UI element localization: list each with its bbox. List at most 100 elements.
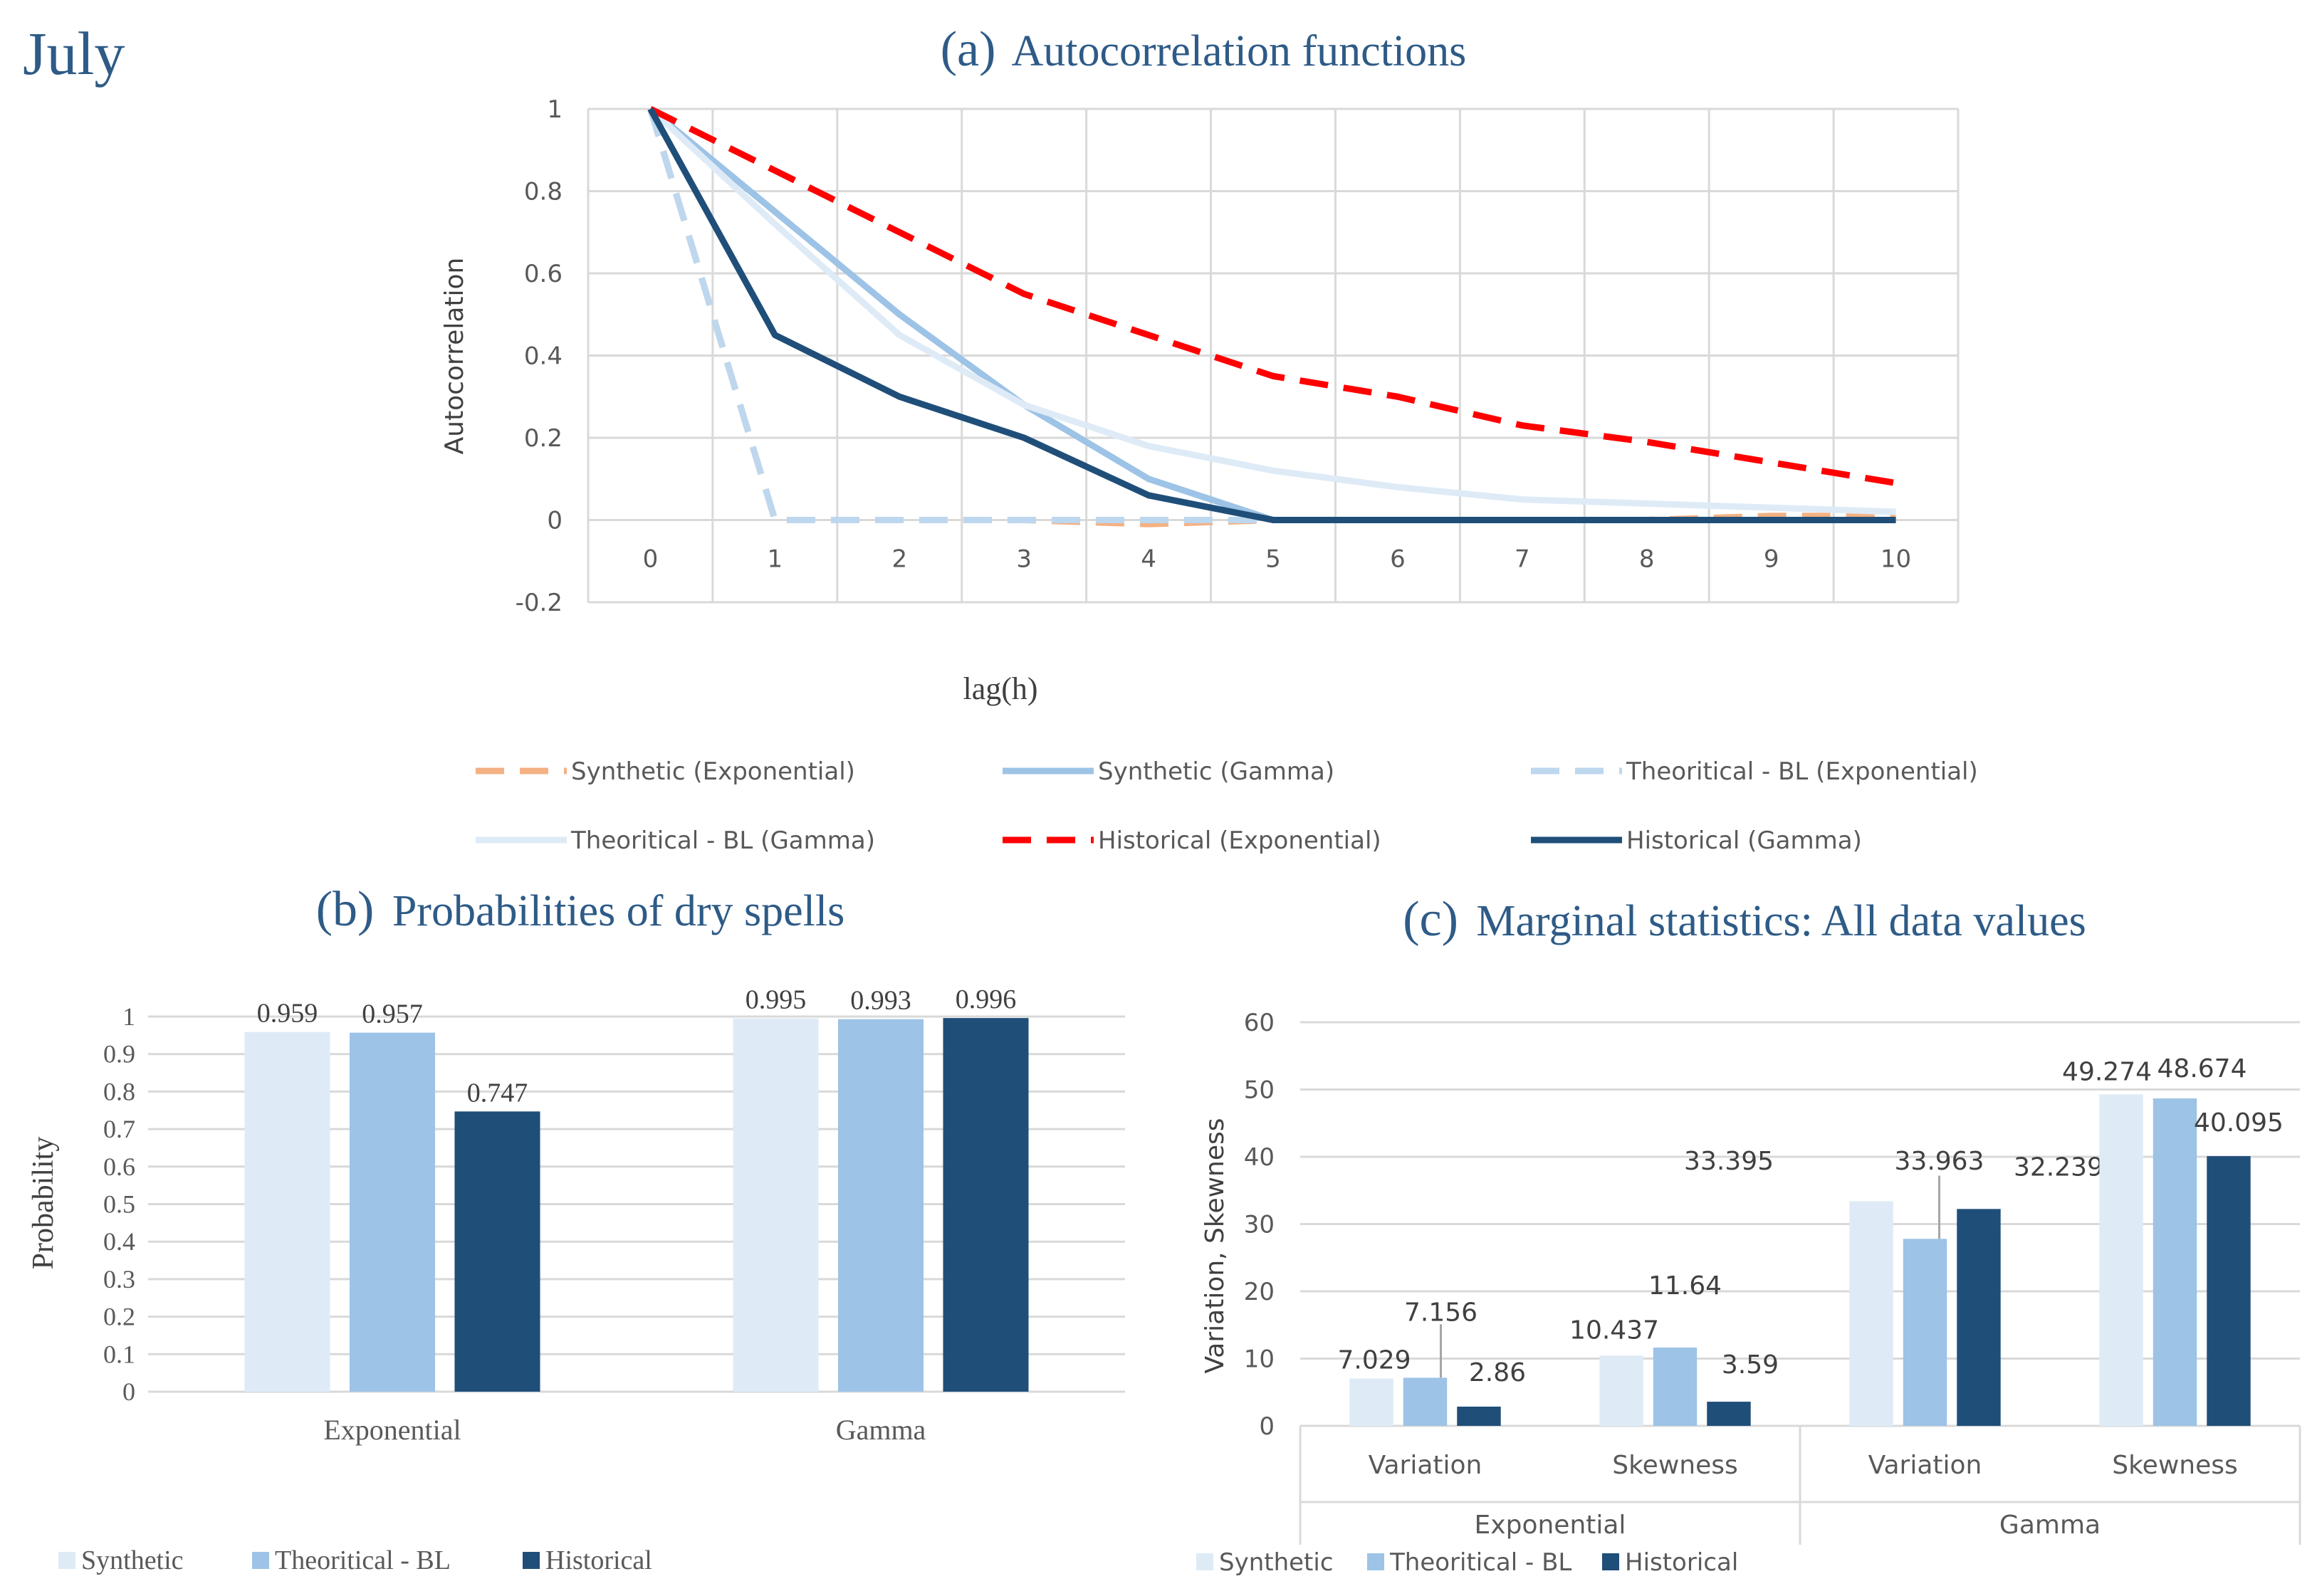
chart-a-legend-label: Theoritical - BL (Gamma)	[570, 826, 875, 855]
chart-c-category-label: Skewness	[1612, 1451, 1737, 1480]
chart-b-ytick-label: 0.4	[103, 1227, 135, 1256]
chart-c-bar-bar_synthetic	[2099, 1094, 2143, 1426]
chart-b-ylabel: Probability	[27, 1137, 60, 1270]
chart-c-category-label: Variation	[1868, 1451, 1982, 1480]
chart-c-data-label: 2.86	[1469, 1358, 1526, 1387]
chart-c-bar-bar_hist	[2207, 1156, 2251, 1426]
chart-a-ytick-label: -0.2	[516, 589, 563, 617]
chart-c-data-label: 7.029	[1338, 1346, 1411, 1375]
chart-c-legend-swatch-bar_hist	[1602, 1553, 1619, 1570]
chart-a-xtick-label: 10	[1881, 545, 1911, 574]
chart-c-bar-bar_hist	[1457, 1406, 1501, 1426]
chart-c-data-label: 3.59	[1722, 1350, 1779, 1380]
chart-c-ytick-label: 10	[1244, 1345, 1275, 1374]
chart-c-ytick-label: 20	[1244, 1278, 1275, 1306]
chart-b-ytick-label: 0.9	[103, 1040, 135, 1069]
chart-c-legend-swatch-bar_synthetic	[1196, 1553, 1213, 1570]
chart-a-ytick-label: 0	[547, 507, 563, 535]
chart-c-data-label: 7.156	[1404, 1298, 1477, 1328]
chart-c-bar-bar_theo	[2153, 1098, 2197, 1426]
chart-c-legend: Synthetic Theoritical - BL Historical	[1196, 1548, 1738, 1577]
chart-c-data-label: 48.674	[2158, 1054, 2247, 1083]
chart-b-bar-bar_synthetic	[244, 1031, 330, 1392]
chart-a-legend-label: Historical (Gamma)	[1626, 826, 1862, 855]
chart-c-title-prefix: (c)	[1403, 892, 1458, 947]
chart-b-ytick-label: 0.6	[103, 1153, 135, 1181]
chart-b-bar-bar_synthetic	[733, 1018, 819, 1392]
chart-marginal-statistics: (c) Marginal statistics: All data values…	[1196, 892, 2301, 1577]
chart-a-ytick-label: 0.8	[524, 178, 563, 206]
chart-a-series-line-theo_gamma	[648, 106, 1896, 515]
chart-c-bar-bar_hist	[1707, 1402, 1751, 1426]
chart-c-data-label: 33.395	[1684, 1147, 1774, 1176]
chart-b-bar-bar_theo	[349, 1032, 436, 1392]
chart-c-data-label: 10.437	[1569, 1316, 1659, 1345]
chart-c-bar-bar_theo	[1903, 1239, 1947, 1426]
chart-b-data-label: 0.996	[956, 985, 1017, 1014]
chart-c-title-text: Marginal statistics: All data values	[1476, 897, 2086, 945]
chart-a-xtick-label: 6	[1390, 545, 1406, 574]
chart-a-ytick-label: 0.6	[524, 260, 563, 288]
chart-b-title: (b) Probabilities of dry spells	[316, 882, 845, 937]
chart-c-ytick-label: 0	[1259, 1412, 1275, 1441]
chart-c-data-label: 11.64	[1648, 1271, 1722, 1301]
chart-a-xlabel: lag(h)	[963, 671, 1037, 706]
chart-b-data-label: 0.993	[850, 986, 911, 1016]
chart-a-xtick-label: 1	[768, 545, 783, 574]
chart-c-category-label: Variation	[1369, 1451, 1482, 1480]
chart-a-ytick-label: 0.4	[524, 342, 563, 371]
chart-a-legend-label: Synthetic (Gamma)	[1098, 757, 1334, 786]
chart-b-ytick-label: 0.1	[103, 1340, 135, 1368]
chart-a-xtick-label: 9	[1764, 545, 1779, 574]
chart-a-xtick-label: 7	[1515, 545, 1530, 574]
chart-a-xtick-label: 3	[1016, 545, 1032, 574]
chart-c-ytick-label: 60	[1244, 1009, 1275, 1037]
chart-a-series-line-hist_exp	[649, 105, 1897, 486]
chart-b-data-label: 0.747	[467, 1078, 528, 1108]
chart-b-ytick-label: 0	[122, 1377, 135, 1406]
chart-a-title: (a) Autocorrelation functions	[941, 22, 1467, 77]
chart-b-ytick-label: 0.3	[103, 1265, 135, 1293]
chart-a-legend: Synthetic (Exponential) Synthetic (Gamma)…	[476, 757, 1978, 855]
chart-c-ylabel: Variation, Skewness	[1201, 1118, 1230, 1373]
chart-b-bar-bar_theo	[837, 1019, 924, 1392]
chart-a-legend-label: Synthetic (Exponential)	[571, 757, 855, 786]
chart-c-legend-label: Synthetic	[1219, 1548, 1334, 1577]
chart-b-title-text: Probabilities of dry spells	[392, 887, 844, 935]
chart-a-title-text: Autocorrelation functions	[1012, 27, 1467, 75]
chart-a-legend-label: Historical (Exponential)	[1098, 826, 1381, 855]
chart-b-ytick-label: 0.5	[103, 1190, 135, 1219]
chart-c-group-label: Gamma	[1999, 1511, 2101, 1540]
chart-c-bar-bar_synthetic	[1849, 1201, 1893, 1426]
chart-c-bar-bar_theo	[1403, 1377, 1448, 1426]
chart-a-legend-label: Theoritical - BL (Exponential)	[1626, 757, 1978, 786]
page-title: July	[23, 19, 125, 88]
chart-c-bar-bar_hist	[1957, 1209, 2001, 1426]
chart-b-ytick-label: 0.7	[103, 1115, 135, 1143]
chart-b-data-label: 0.995	[746, 985, 807, 1015]
chart-c-ytick-label: 50	[1244, 1076, 1275, 1105]
chart-c-bar-bar_synthetic	[1349, 1378, 1393, 1426]
chart-dry-spells: (b) Probabilities of dry spells 0 0.1 0.2 0…	[27, 882, 1125, 1575]
chart-b-legend-label: Historical	[545, 1545, 652, 1575]
chart-c-data-label: 33.963	[1895, 1147, 1984, 1176]
chart-a-ylabel: Autocorrelation	[440, 258, 469, 455]
chart-a-title-prefix: (a)	[941, 22, 996, 77]
chart-a-xtick-label: 5	[1265, 545, 1281, 574]
chart-b-legend-swatch-bar_synthetic	[58, 1552, 75, 1569]
chart-b-data-label: 0.957	[362, 999, 423, 1029]
chart-c-data-label: 49.274	[2062, 1057, 2152, 1086]
chart-b-category-label: Gamma	[836, 1414, 926, 1446]
chart-b-legend: Synthetic Theoritical - BL Historical	[58, 1545, 652, 1575]
chart-b-legend-label: Synthetic	[81, 1545, 184, 1575]
chart-a-ytick-label: 0.2	[524, 424, 563, 453]
chart-a-xtick-label: 2	[891, 545, 907, 574]
chart-c-legend-swatch-bar_theo	[1367, 1553, 1384, 1570]
chart-a-ytick-label: 1	[547, 95, 563, 124]
chart-b-bar-bar_hist	[454, 1111, 540, 1392]
chart-b-ytick-label: 0.8	[103, 1077, 135, 1106]
chart-a-xtick-label: 4	[1141, 545, 1156, 574]
chart-c-bar-bar_theo	[1653, 1348, 1698, 1426]
chart-b-legend-label: Theoritical - BL	[275, 1545, 451, 1575]
